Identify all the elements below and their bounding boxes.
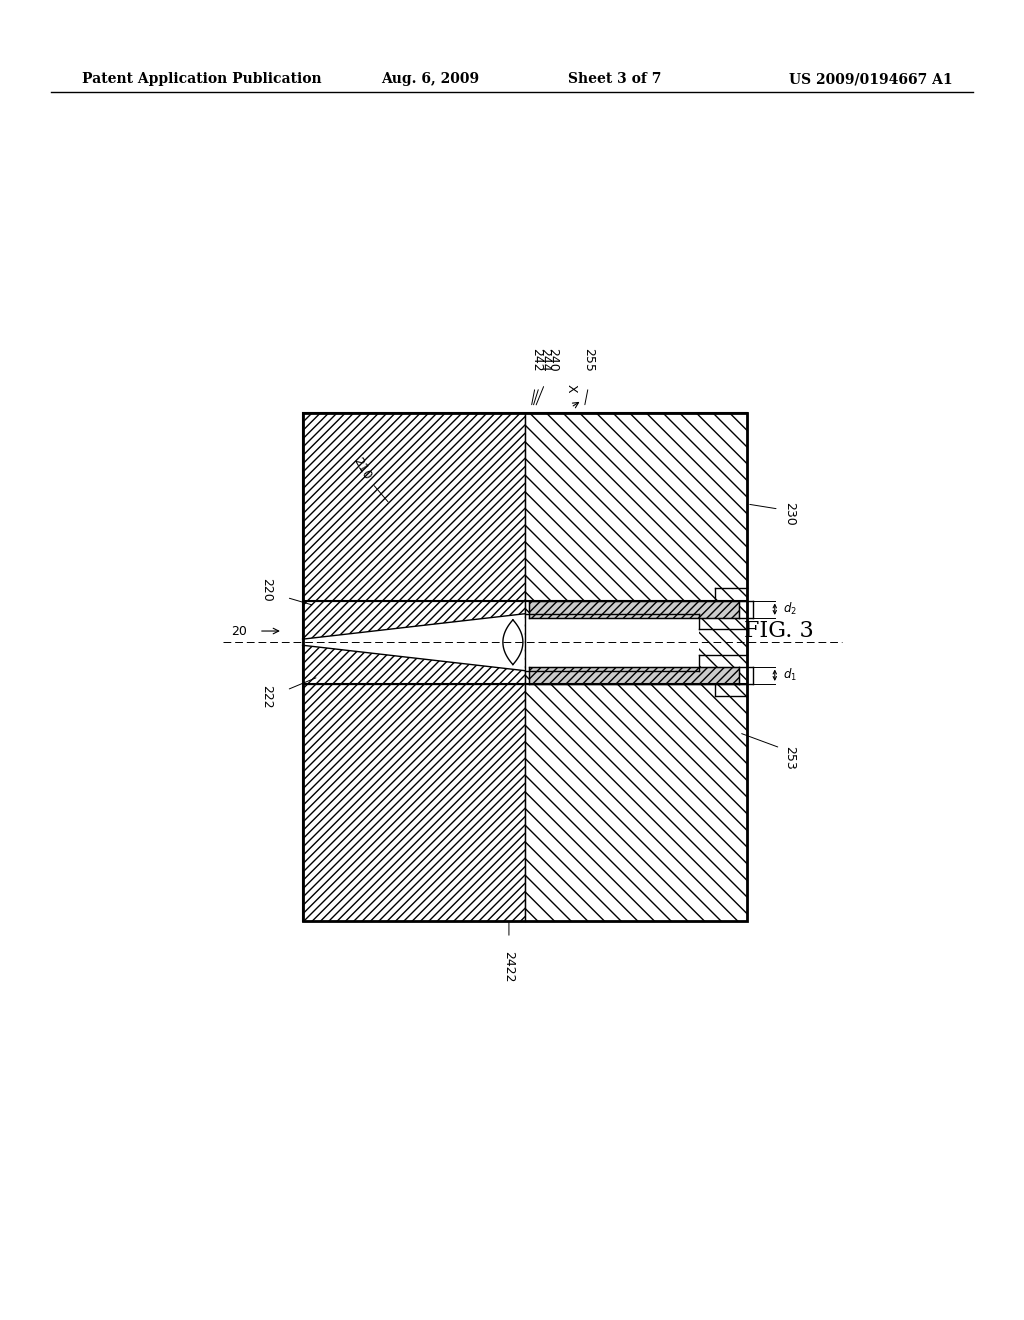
Bar bbox=[528, 601, 739, 618]
Text: US 2009/0194667 A1: US 2009/0194667 A1 bbox=[788, 73, 952, 86]
Bar bbox=[528, 667, 739, 684]
Text: Aug. 6, 2009: Aug. 6, 2009 bbox=[381, 73, 479, 86]
Text: X: X bbox=[564, 384, 578, 392]
Bar bbox=[524, 413, 748, 601]
Bar bbox=[303, 413, 748, 921]
Text: Sheet 3 of 7: Sheet 3 of 7 bbox=[567, 73, 662, 86]
Bar bbox=[528, 601, 739, 618]
Text: Patent Application Publication: Patent Application Publication bbox=[82, 73, 322, 86]
Bar bbox=[524, 614, 699, 671]
Text: 242: 242 bbox=[530, 348, 543, 372]
Text: 240: 240 bbox=[546, 348, 559, 372]
Text: 2422: 2422 bbox=[503, 952, 515, 982]
Text: 20: 20 bbox=[231, 624, 247, 638]
Text: $d_2$: $d_2$ bbox=[782, 601, 797, 618]
Bar bbox=[528, 667, 739, 684]
Text: 230: 230 bbox=[782, 503, 796, 525]
Text: 253: 253 bbox=[782, 746, 796, 770]
Text: 255: 255 bbox=[582, 348, 595, 372]
Bar bbox=[303, 413, 748, 921]
Text: $d_1$: $d_1$ bbox=[782, 667, 797, 684]
Text: 222: 222 bbox=[260, 685, 273, 709]
Bar bbox=[303, 601, 524, 684]
Bar bbox=[524, 684, 748, 921]
Bar bbox=[303, 413, 524, 601]
Text: 210: 210 bbox=[350, 455, 374, 482]
Text: 220: 220 bbox=[260, 578, 273, 602]
Bar bbox=[524, 601, 748, 684]
Bar bbox=[303, 684, 524, 921]
Text: FIG. 3: FIG. 3 bbox=[743, 620, 814, 642]
Text: 244: 244 bbox=[539, 348, 551, 372]
Polygon shape bbox=[303, 614, 524, 671]
